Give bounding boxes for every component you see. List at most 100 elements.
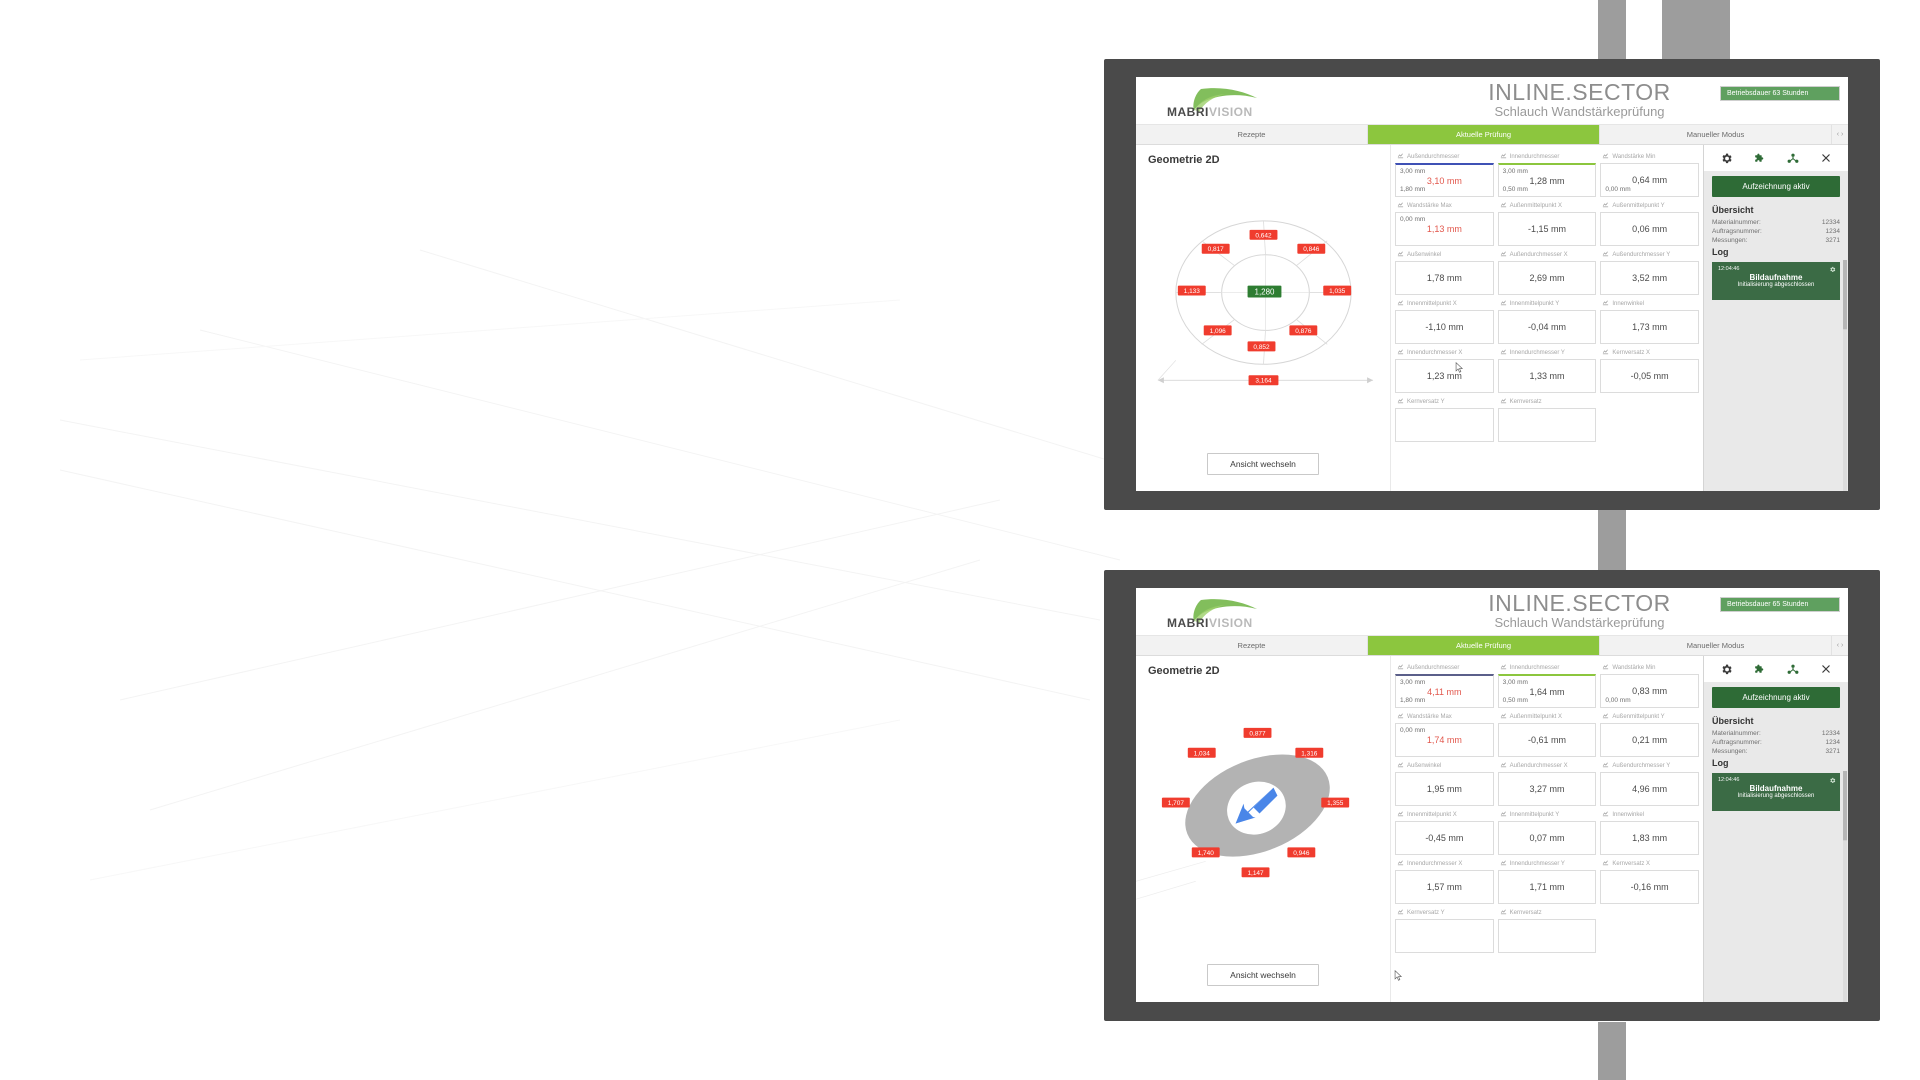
measurement-card[interactable]: -0,05 mm <box>1600 359 1699 393</box>
measurement-value: 3,52 mm <box>1632 273 1668 283</box>
recording-active-button[interactable]: Aufzeichnung aktiv <box>1712 687 1840 708</box>
view-switch-button[interactable]: Ansicht wechseln <box>1207 453 1319 475</box>
gear-icon[interactable] <box>1720 152 1733 165</box>
measurement-card[interactable] <box>1395 408 1494 442</box>
log-list[interactable]: 12:04:46 Bildaufnahme Initialisierung ab… <box>1704 260 1848 491</box>
measurement-card[interactable]: -1,15 mm <box>1497 212 1597 246</box>
view-switch-wrap: Ansicht wechseln <box>1136 453 1390 491</box>
metric-chart-icon <box>1397 810 1404 819</box>
measurement-card[interactable] <box>1395 919 1494 953</box>
overview-rows: Materialnummer: 12334 Auftragsnummer: 1234… <box>1704 729 1848 756</box>
log-entry[interactable]: 12:04:46 Bildaufnahme Initialisierung ab… <box>1712 262 1840 300</box>
log-entry-title: Bildaufnahme <box>1749 273 1803 282</box>
measurement-card[interactable]: 0,21 mm <box>1600 723 1699 757</box>
measurement-card[interactable]: 4,96 mm <box>1600 772 1699 806</box>
metric-chart-icon <box>1500 908 1507 917</box>
measurements-grid: Außendurchmesser 3,00 mm 3,10 mm 1,80 mm Inn… <box>1395 148 1699 442</box>
mabrivision-logo-icon: MABRI VISION <box>1167 598 1257 630</box>
tabs-overflow-caret[interactable]: ‹ › <box>1832 125 1848 144</box>
measurement-value: 1,64 mm <box>1529 686 1565 697</box>
segment-label-w: 1,133 <box>1184 288 1201 295</box>
measurement-card[interactable]: 1,23 mm <box>1395 359 1494 393</box>
geometry-2d-chart[interactable]: 0,877 1,316 1,355 0,946 1,147 <box>1136 677 1390 964</box>
measurement-value: 3,27 mm <box>1529 784 1565 794</box>
log-entry[interactable]: 12:04:46 Bildaufnahme Initialisierung ab… <box>1712 773 1840 811</box>
sidebar-scrollbar[interactable] <box>1843 260 1847 491</box>
sidebar-icon-row <box>1704 145 1848 171</box>
measurement-card[interactable]: 0,06 mm <box>1600 212 1699 246</box>
measurement-max: 0,00 mm <box>1400 216 1426 223</box>
measurement-label-text: Innenmittelpunkt X <box>1407 811 1457 818</box>
measurement-label: Innenwinkel <box>1600 295 1699 310</box>
tabs-overflow-caret[interactable]: ‹ › <box>1832 636 1848 655</box>
measurement-card[interactable] <box>1497 408 1597 442</box>
metric-chart-icon <box>1500 712 1507 721</box>
metric-chart-icon <box>1500 152 1507 161</box>
recording-active-button[interactable]: Aufzeichnung aktiv <box>1712 176 1840 197</box>
share-nodes-icon[interactable] <box>1786 663 1800 676</box>
log-entry-gear-icon[interactable] <box>1829 777 1836 784</box>
share-nodes-icon[interactable] <box>1786 152 1800 165</box>
measurement-card[interactable]: 0,00 mm 1,74 mm <box>1395 723 1494 757</box>
overview-label: Auftragsnummer: <box>1712 228 1762 235</box>
view-switch-button[interactable]: Ansicht wechseln <box>1207 964 1319 986</box>
tab-aktuelle-pruefung[interactable]: Aktuelle Prüfung <box>1368 636 1600 655</box>
tab-manueller-modus[interactable]: Manueller Modus <box>1600 125 1832 144</box>
measurement-min: 1,80 mm <box>1400 697 1426 704</box>
measurement-card[interactable]: -0,61 mm <box>1497 723 1597 757</box>
measurement-card[interactable]: 1,33 mm <box>1497 359 1597 393</box>
metric-chart-icon <box>1397 250 1404 259</box>
measurement-card[interactable]: 3,00 mm 4,11 mm 1,80 mm <box>1395 674 1494 708</box>
measurement-card[interactable]: 1,83 mm <box>1600 821 1699 855</box>
sidebar-scrollbar[interactable] <box>1843 771 1847 1002</box>
tab-rezepte[interactable]: Rezepte <box>1136 125 1368 144</box>
measurement-card[interactable]: 3,52 mm <box>1600 261 1699 295</box>
measurement-card[interactable]: 0,83 mm 0,00 mm <box>1600 674 1699 708</box>
measurement-card[interactable]: -0,45 mm <box>1395 821 1494 855</box>
measurement-card[interactable]: 3,00 mm 3,10 mm 1,80 mm <box>1395 163 1494 197</box>
measurement-card[interactable]: 2,69 mm <box>1497 261 1597 295</box>
close-icon[interactable] <box>1820 663 1832 675</box>
measurement-label-text: Außenwinkel <box>1407 762 1442 769</box>
measurement-card[interactable]: 1,73 mm <box>1600 310 1699 344</box>
measurement-card[interactable]: 3,00 mm 1,28 mm 0,50 mm <box>1497 163 1597 197</box>
tab-manueller-modus[interactable]: Manueller Modus <box>1600 636 1832 655</box>
page-title: INLINE.SECTOR <box>1488 78 1671 105</box>
log-entry-gear-icon[interactable] <box>1829 266 1836 273</box>
measurement-max: 3,00 mm <box>1400 168 1426 175</box>
close-icon[interactable] <box>1820 152 1832 164</box>
measurement-label-text: Außenmittelpunkt X <box>1509 202 1563 209</box>
measurement-card[interactable]: 3,00 mm 1,64 mm 0,50 mm <box>1497 674 1597 708</box>
segment-label-ne: 1,316 <box>1301 750 1318 757</box>
gear-icon[interactable] <box>1720 663 1733 676</box>
measurement-card[interactable]: 1,57 mm <box>1395 870 1494 904</box>
measurement-label-text: Innenwinkel <box>1612 300 1645 307</box>
geometry-2d-chart[interactable]: 1,280 0,642 0,846 1,035 <box>1136 166 1390 453</box>
measurement-card[interactable]: 0,00 mm 1,13 mm <box>1395 212 1494 246</box>
measurement-cell: Kernversatz Y <box>1395 393 1494 442</box>
measurement-max: 3,00 mm <box>1502 168 1528 175</box>
measurement-label: Innendurchmesser <box>1498 148 1597 163</box>
measurement-card[interactable]: 0,07 mm <box>1497 821 1597 855</box>
measurement-card[interactable]: -0,04 mm <box>1497 310 1597 344</box>
metric-chart-icon <box>1397 397 1404 406</box>
puzzle-icon[interactable] <box>1753 663 1766 676</box>
log-entry-time: 12:04:46 <box>1718 777 1740 783</box>
measurement-card[interactable]: 1,95 mm <box>1395 772 1494 806</box>
overview-row: Auftragsnummer: 1234 <box>1704 738 1848 747</box>
tab-aktuelle-pruefung[interactable]: Aktuelle Prüfung <box>1368 125 1600 144</box>
measurement-card[interactable]: -1,10 mm <box>1395 310 1494 344</box>
measurement-card[interactable]: 3,27 mm <box>1497 772 1597 806</box>
measurement-card[interactable]: 1,71 mm <box>1497 870 1597 904</box>
puzzle-icon[interactable] <box>1753 152 1766 165</box>
metric-chart-icon <box>1602 761 1609 770</box>
metric-chart-icon <box>1397 299 1404 308</box>
tab-rezepte[interactable]: Rezepte <box>1136 636 1368 655</box>
measurement-card[interactable] <box>1497 919 1597 953</box>
log-entry-subtitle: Initialisierung abgeschlossen <box>1737 282 1815 288</box>
measurement-card[interactable]: -0,16 mm <box>1600 870 1699 904</box>
measurement-card[interactable]: 1,78 mm <box>1395 261 1494 295</box>
measurement-card[interactable]: 0,64 mm 0,00 mm <box>1600 163 1699 197</box>
log-list[interactable]: 12:04:46 Bildaufnahme Initialisierung ab… <box>1704 771 1848 1002</box>
